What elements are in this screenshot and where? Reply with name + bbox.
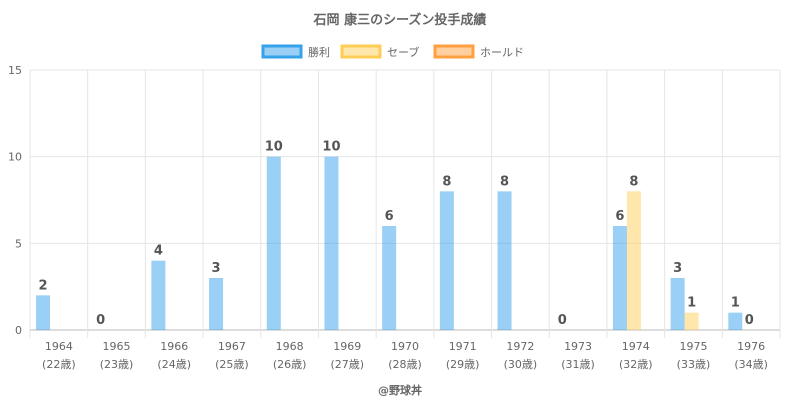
- legend-swatch: [433, 44, 475, 59]
- x-tick-label: 1966: [160, 340, 188, 353]
- x-tick-label: 1975: [679, 340, 707, 353]
- x-tick-label: 1974: [622, 340, 650, 353]
- y-axis: 0 5 10 15: [8, 64, 22, 337]
- bar-1[interactable]: [151, 260, 166, 330]
- bar-1[interactable]: [439, 191, 454, 330]
- x-tick-sublabel: (27歳): [331, 358, 365, 371]
- x-tick-sublabel: (23歳): [100, 358, 134, 371]
- bar-1[interactable]: [209, 278, 224, 330]
- y-tick-label: 10: [8, 151, 22, 164]
- data-label: 8: [442, 174, 451, 189]
- data-label: 0: [96, 313, 105, 328]
- x-tick-sublabel: (34歳): [734, 358, 768, 371]
- bar-1[interactable]: [266, 156, 281, 330]
- bar-1[interactable]: [670, 278, 685, 330]
- data-label: 0: [558, 313, 567, 328]
- x-tick-label: 1970: [391, 340, 419, 353]
- legend-label: 勝利: [308, 45, 330, 59]
- data-label: 4: [154, 244, 163, 259]
- y-tick-label: 5: [15, 237, 22, 250]
- bars: [36, 156, 743, 330]
- x-tick-label: 1976: [737, 340, 765, 353]
- x-tick-sublabel: (24歳): [157, 358, 191, 371]
- x-tick-sublabel: (25歳): [215, 358, 249, 371]
- x-tick-sublabel: (22歳): [42, 358, 76, 371]
- data-label: 2: [38, 278, 47, 293]
- y-tick-label: 15: [8, 64, 22, 77]
- x-tick-sublabel: (29歳): [446, 358, 480, 371]
- data-label: 10: [322, 140, 340, 155]
- data-label: 3: [673, 261, 682, 276]
- x-tick-sublabel: (33歳): [677, 358, 711, 371]
- bar-2[interactable]: [684, 312, 699, 330]
- x-tick-sublabel: (26歳): [273, 358, 307, 371]
- data-label: 8: [629, 174, 638, 189]
- x-tick-sublabel: (28歳): [388, 358, 422, 371]
- legend-swatch: [340, 44, 382, 59]
- data-label: 10: [265, 140, 283, 155]
- data-label: 6: [385, 209, 394, 224]
- bar-1[interactable]: [324, 156, 339, 330]
- x-tick-label: 1965: [103, 340, 131, 353]
- x-tick-label: 1972: [506, 340, 534, 353]
- bar-1[interactable]: [728, 312, 743, 330]
- bar-1[interactable]: [612, 226, 627, 330]
- bar-2[interactable]: [626, 191, 641, 330]
- x-tick-label: 1969: [333, 340, 361, 353]
- legend-swatch: [261, 44, 303, 59]
- credit-label: @野球丼: [378, 383, 422, 397]
- data-label: 3: [212, 261, 221, 276]
- x-axis: 1964 (22歳) 1965 (23歳) 1966 (24歳) 1967 (25歳) 1968…: [42, 340, 768, 371]
- x-tick-label: 1967: [218, 340, 246, 353]
- legend-label: ホールド: [480, 46, 524, 59]
- x-tick-sublabel: (30歳): [504, 358, 538, 371]
- x-tick-label: 1971: [449, 340, 477, 353]
- x-tick-label: 1968: [276, 340, 304, 353]
- data-label: 1: [731, 296, 740, 311]
- legend-item-2[interactable]: セーブ: [340, 44, 419, 59]
- legend-label: セーブ: [387, 45, 419, 59]
- x-tick-label: 1964: [45, 340, 73, 353]
- x-tick-sublabel: (31歳): [561, 358, 595, 371]
- x-tick-sublabel: (32歳): [619, 358, 653, 371]
- data-label: 6: [615, 209, 624, 224]
- legend-item-3[interactable]: ホールド: [433, 44, 524, 59]
- grid: [29, 69, 781, 338]
- y-tick-label: 0: [15, 324, 22, 337]
- bar-1[interactable]: [497, 191, 512, 330]
- x-tick-label: 1973: [564, 340, 592, 353]
- bar-1[interactable]: [36, 295, 50, 330]
- data-label: 0: [745, 313, 754, 328]
- legend-item-1[interactable]: 勝利: [261, 44, 330, 59]
- data-label: 8: [500, 174, 509, 189]
- bar-1[interactable]: [382, 226, 397, 330]
- legend[interactable]: 勝利 セーブ ホールド: [261, 44, 524, 59]
- data-label: 1: [687, 296, 696, 311]
- chart-title: 石岡 康三のシーズン投手成績: [313, 12, 487, 28]
